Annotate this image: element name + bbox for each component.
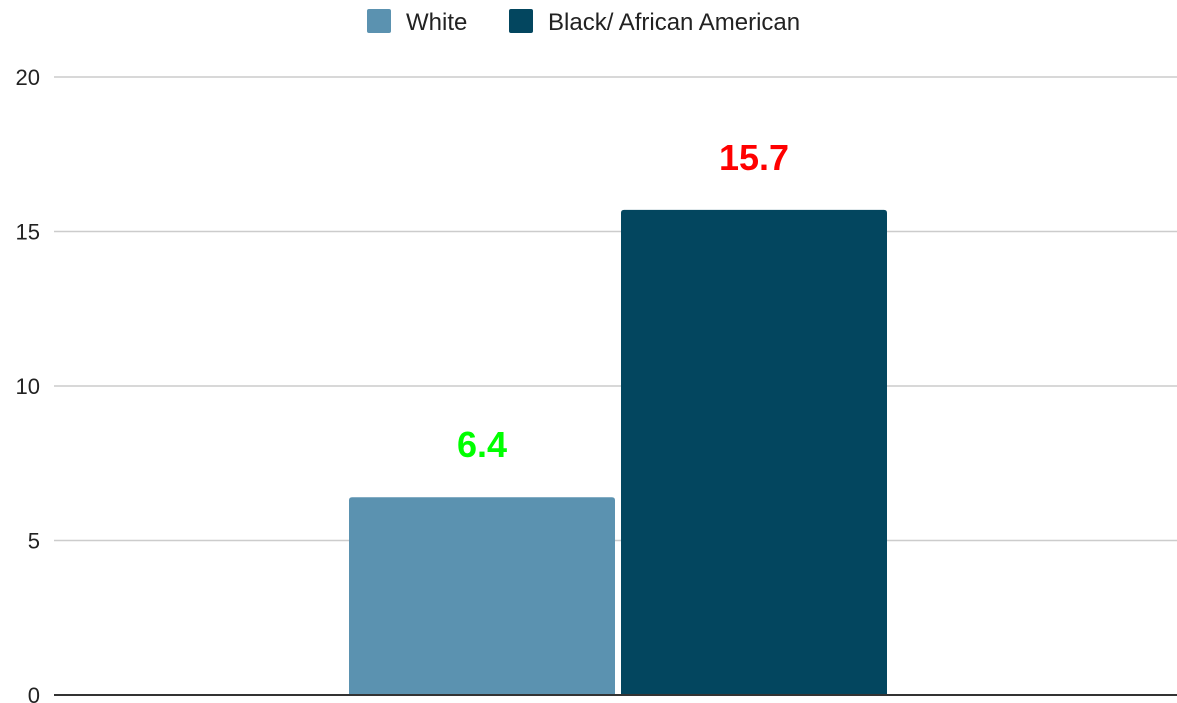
bar-white [349,497,615,695]
legend-label-1: Black/ African American [548,9,800,36]
data-labels: 6.4 15.7 [457,137,789,465]
legend-label-0: White [406,9,467,36]
data-label-1: 15.7 [719,137,789,178]
gridlines [54,76,1177,542]
y-tick-label-15: 15 [16,220,40,245]
data-label-0: 6.4 [457,424,507,465]
legend-swatch-0 [367,9,391,33]
y-tick-label-10: 10 [16,374,40,399]
y-tick-label-5: 5 [28,529,40,554]
legend-swatch-1 [509,9,533,33]
y-axis-ticks: 0 5 10 15 20 [16,65,40,703]
bar-black-african-american [621,209,887,695]
y-tick-label-20: 20 [16,65,40,90]
bars [349,209,887,695]
legend: White Black/ African American [367,9,800,36]
y-tick-label-0: 0 [28,683,40,703]
